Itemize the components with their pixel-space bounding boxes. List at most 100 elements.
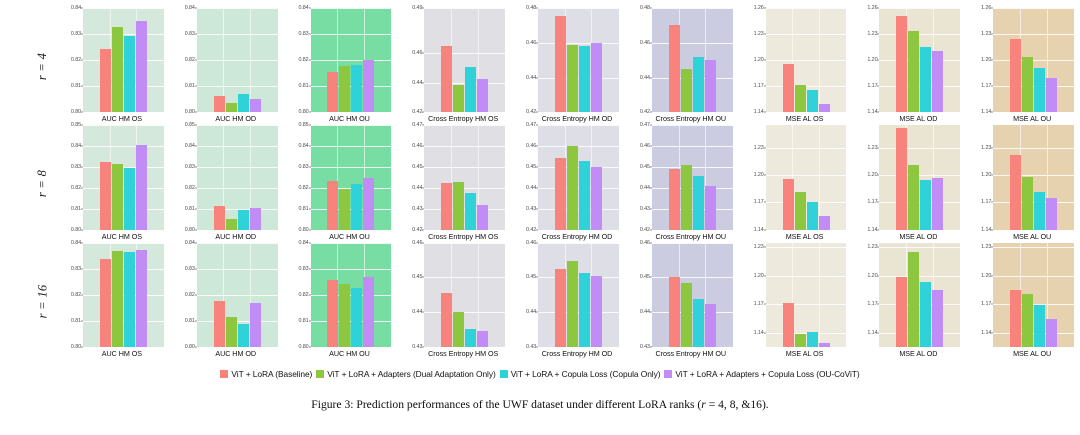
x-axis-label: AUC HM OU: [329, 348, 370, 358]
x-axis-label-container: Cross Entropy HM OS: [395, 347, 505, 360]
y-axis-tick-mark: [308, 145, 311, 147]
bar: [339, 188, 351, 230]
legend-color-swatch: [316, 370, 325, 378]
bar: [680, 164, 692, 230]
gridline-vertical: [819, 8, 820, 113]
y-axis-tick-mark: [649, 187, 652, 189]
plot-area: [765, 8, 847, 113]
gridline-vertical: [250, 8, 252, 113]
gridline-vertical: [1046, 8, 1048, 113]
panel-body: 1.14 1.17 1.20 1.23 1.26: [850, 5, 961, 115]
y-axis-tick-label: 0.46: [412, 49, 423, 56]
y-axis-tick-mark: [877, 33, 880, 35]
gridline-vertical: [223, 242, 225, 347]
chart-panel-mse_ou: 1.14 1.17 1.20 1.23 MSE AL OU: [964, 125, 1078, 242]
y-axis-tick-mark: [649, 208, 652, 210]
y-axis-tick-label: 0.44: [412, 184, 423, 191]
bar: [782, 63, 794, 113]
y-axis-tick-label: 0.43: [412, 343, 423, 350]
y-axis-tick-label: 0.42: [639, 226, 650, 233]
y-axis-tick-label: 1.20: [867, 272, 878, 279]
panel-body: 0.80 0.81 0.82 0.83 0.84: [54, 5, 164, 115]
y-axis-tick-mark: [536, 187, 539, 189]
gridline: [196, 86, 278, 88]
x-axis-label: MSE AL OU: [1013, 348, 1052, 358]
panel-body: 0.42 0.44 0.46 0.48: [623, 5, 733, 115]
y-axis-tick-label: 1.23: [753, 31, 764, 38]
panel-body: 0.80 0.81 0.82 0.83 0.84: [168, 5, 278, 115]
panel-row: r = 4 0.80 0.81 0.82 0.83 0.84 AUC HM OS 0.80 0.…: [32, 5, 1078, 125]
plot-area: [993, 242, 1075, 347]
y-axis-tick-mark: [422, 7, 425, 9]
y-axis-tick-mark: [308, 242, 311, 244]
bar: [249, 303, 261, 347]
y-axis-tick-label: 1.23: [753, 244, 764, 251]
y-axis-tick-mark: [763, 147, 766, 149]
bar: [249, 207, 261, 230]
y-axis-tick-mark: [422, 346, 425, 348]
y-axis-tick-mark: [991, 303, 994, 305]
gridline: [879, 175, 961, 177]
y-axis-tick-label: 0.43: [639, 343, 650, 350]
y-axis-tick-mark: [536, 42, 539, 44]
y-axis: 0.80 0.81 0.82 0.83 0.84 0.85: [282, 122, 311, 233]
gridline: [879, 304, 961, 306]
y-axis-tick-mark: [422, 187, 425, 189]
gridline-vertical: [363, 8, 365, 113]
y-axis-tick-mark: [536, 7, 539, 9]
x-axis-label-container: AUC HM OD: [168, 230, 278, 243]
panel-row: r = 16 0.80 0.81 0.82 0.83 0.84 AUC HM OS 0.80 0…: [32, 240, 1078, 360]
bar: [932, 51, 944, 113]
bar-group: [879, 125, 960, 230]
y-axis-tick-mark: [308, 124, 311, 126]
y-axis-tick-mark: [308, 268, 311, 270]
y-axis-tick-label: 0.81: [298, 205, 309, 212]
y-axis-tick-label: 0.45: [526, 164, 537, 171]
gridline: [993, 175, 1075, 177]
y-axis-tick-label: 0.83: [298, 265, 309, 272]
legend-color-swatch: [499, 370, 508, 378]
y-axis-tick-mark: [81, 229, 83, 231]
bar-group: [993, 125, 1074, 230]
y-axis: 0.80 0.81 0.82 0.83 0.84: [282, 5, 311, 115]
chart-panel-auc_od: 0.80 0.81 0.82 0.83 0.84 AUC HM OD: [168, 240, 282, 360]
chart-panel-ce_ou: 0.42 0.43 0.44 0.45 0.46 0.47 Cross Entropy HM…: [623, 122, 737, 242]
gridline: [879, 60, 961, 62]
y-axis-tick-mark: [877, 85, 880, 87]
y-axis-tick-label: 0.49: [412, 5, 423, 11]
gridline: [83, 320, 164, 322]
legend-item: ViT + LoRA + Adapters + Copula Loss (OU-…: [664, 369, 860, 379]
plot-area: [310, 242, 392, 347]
bar: [704, 60, 716, 113]
x-axis-label: Cross Entropy HM OS: [428, 348, 499, 358]
panels-container: 0.80 0.81 0.82 0.83 0.84 AUC HM OS 0.80 0.81 0.8…: [54, 5, 1078, 125]
y-axis: 0.42 0.43 0.44 0.45 0.46 0.47: [623, 122, 652, 233]
gridline: [310, 86, 392, 88]
y-axis-tick-label: 1.26: [867, 5, 878, 11]
y-axis-tick-label: 0.82: [298, 291, 309, 298]
y-axis: 1.14 1.17 1.20 1.23 1.26: [850, 5, 880, 115]
bar: [441, 182, 453, 230]
y-axis-tick-mark: [877, 246, 880, 248]
chart-panel-ce_od: 0.43 0.44 0.45 0.46 Cross Entropy HM OD: [509, 240, 623, 360]
y-axis-tick-mark: [536, 229, 539, 231]
caption-prefix: Figure 3: Prediction performances of the…: [311, 398, 702, 411]
gridline: [879, 247, 961, 249]
gridline: [83, 60, 164, 62]
panel-body: 0.43 0.44 0.45 0.46: [395, 240, 506, 350]
y-axis: 0.80 0.81 0.82 0.83 0.84: [54, 240, 83, 350]
y-axis-tick-mark: [877, 201, 880, 203]
gridline: [765, 60, 847, 62]
gridline: [651, 208, 733, 210]
y-axis: 1.14 1.17 1.20 1.23: [737, 125, 766, 233]
y-axis-tick-label: 0.45: [639, 274, 650, 281]
gridline: [424, 8, 506, 9]
gridline: [651, 187, 733, 189]
y-axis-tick-mark: [991, 85, 994, 87]
chart-panel-mse_os: 1.14 1.17 1.20 1.23 MSE AL OS: [737, 125, 851, 242]
chart-panel-mse_ou: 1.14 1.17 1.20 1.23 MSE AL OU: [964, 242, 1078, 360]
y-axis-tick-label: 1.17: [753, 83, 764, 90]
y-axis: 1.14 1.17 1.20 1.23 1.26: [737, 5, 766, 115]
x-axis-label-container: Cross Entropy HM OD: [509, 230, 619, 243]
